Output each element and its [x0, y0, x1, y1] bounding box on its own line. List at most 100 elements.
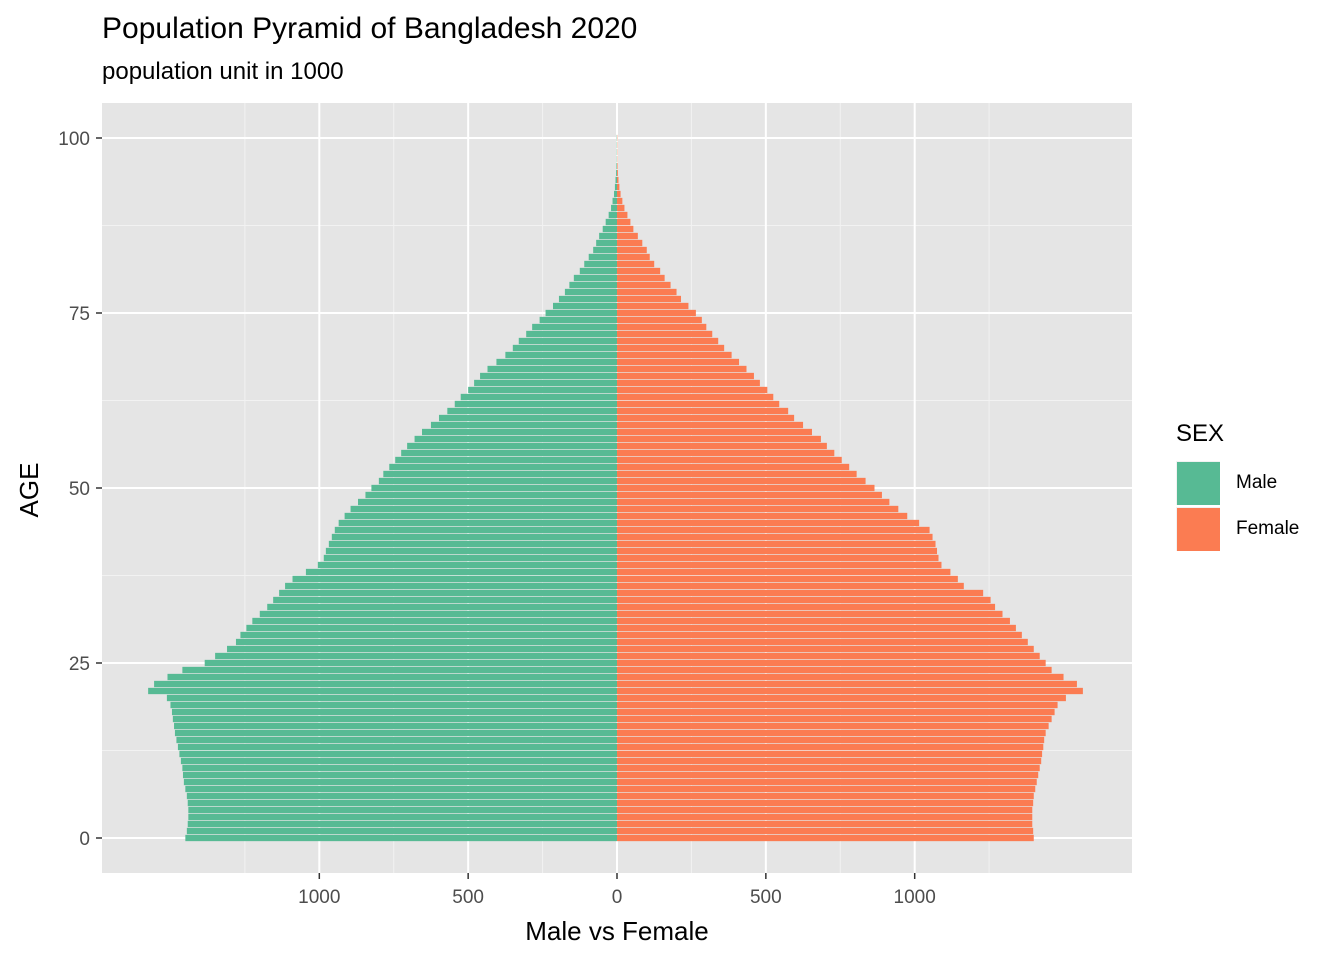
bar-female [617, 337, 719, 345]
bar-female [617, 631, 1022, 639]
bar-female [617, 351, 732, 359]
bar-male [383, 470, 617, 478]
y-tick-label: 75 [69, 304, 90, 325]
bar-male [174, 729, 617, 737]
bar-female [617, 526, 930, 534]
bar-male [187, 799, 617, 807]
bar-male [593, 246, 617, 254]
male-bars [148, 134, 618, 842]
bar-female [617, 358, 740, 366]
bar-female [617, 701, 1058, 709]
bar-male [605, 218, 617, 226]
bar-male [487, 365, 617, 373]
y-tick-label: 50 [69, 479, 90, 500]
bar-female [617, 827, 1034, 835]
bar-female [617, 379, 760, 387]
bar-female [617, 792, 1034, 800]
bar-male [468, 386, 617, 394]
bar-female [617, 316, 702, 324]
bar-male [334, 526, 617, 534]
bar-male [460, 393, 617, 401]
bar-male [614, 183, 617, 191]
bar-female [617, 442, 827, 450]
bar-male [252, 617, 617, 625]
x-tick-label: 0 [612, 887, 623, 908]
bar-male [505, 351, 617, 359]
bar-female [617, 519, 920, 527]
bar-male [558, 295, 617, 303]
bar-male [584, 260, 617, 268]
y-axis: 0 25 50 75 100 [58, 129, 102, 850]
bar-male [532, 323, 617, 331]
bar-female [617, 603, 996, 611]
bar-male [188, 813, 618, 821]
bar-female [617, 295, 682, 303]
bar-female [617, 582, 964, 590]
bar-female [617, 729, 1046, 737]
bar-female [617, 344, 725, 352]
bar-male [185, 785, 617, 793]
bar-male [614, 190, 617, 198]
bar-male [612, 197, 617, 205]
bar-female [617, 512, 908, 520]
bar-male [611, 204, 617, 212]
bar-male [573, 274, 617, 282]
bar-male [344, 512, 617, 520]
bar-female [617, 694, 1066, 702]
bar-male [180, 757, 618, 765]
bar-male [599, 232, 617, 240]
bar-male [401, 449, 617, 457]
bar-male [480, 372, 617, 380]
bar-female [617, 162, 618, 170]
bar-female [617, 239, 643, 247]
bar-female [617, 624, 1016, 632]
bar-female [617, 659, 1046, 667]
bar-male [579, 267, 617, 275]
bar-male [279, 589, 617, 597]
bar-male [227, 645, 617, 653]
bar-male [174, 722, 617, 730]
bar-female [617, 750, 1043, 758]
bar-male [292, 575, 617, 583]
bar-male [496, 358, 617, 366]
legend: SEX Male Female [1176, 420, 1299, 552]
legend-key-female [1176, 507, 1220, 551]
bar-male [588, 253, 617, 261]
bar-female [617, 666, 1052, 674]
bar-female [617, 806, 1033, 814]
bar-female [617, 190, 621, 198]
bar-male [185, 834, 617, 842]
bar-female [617, 288, 677, 296]
bar-male [552, 302, 617, 310]
bar-male [454, 400, 617, 408]
bar-female [617, 176, 619, 184]
bar-female [617, 561, 942, 569]
bar-female [617, 638, 1028, 646]
bar-female [617, 246, 647, 254]
y-axis-label: AGE [14, 463, 44, 518]
bar-female [617, 393, 774, 401]
bar-male [615, 176, 617, 184]
bar-female [617, 428, 812, 436]
bar-male [240, 631, 617, 639]
bar-male [171, 708, 617, 716]
bar-male [474, 379, 617, 387]
y-tick-label: 100 [58, 129, 90, 150]
bar-female [617, 554, 939, 562]
bar-female [617, 211, 628, 219]
bar-male [305, 568, 617, 576]
bar-female [617, 708, 1055, 716]
x-axis: 1000 500 0 500 1000 [298, 873, 936, 908]
bar-female [617, 484, 875, 492]
bar-female [617, 617, 1010, 625]
bar-male [608, 211, 617, 219]
bar-female [617, 505, 899, 513]
x-tick-label: 1000 [894, 887, 936, 908]
bar-male [518, 337, 617, 345]
bar-female [617, 743, 1044, 751]
bar-male [186, 792, 617, 800]
bar-male [447, 407, 617, 415]
bar-male [179, 750, 617, 758]
bar-male [407, 442, 617, 450]
